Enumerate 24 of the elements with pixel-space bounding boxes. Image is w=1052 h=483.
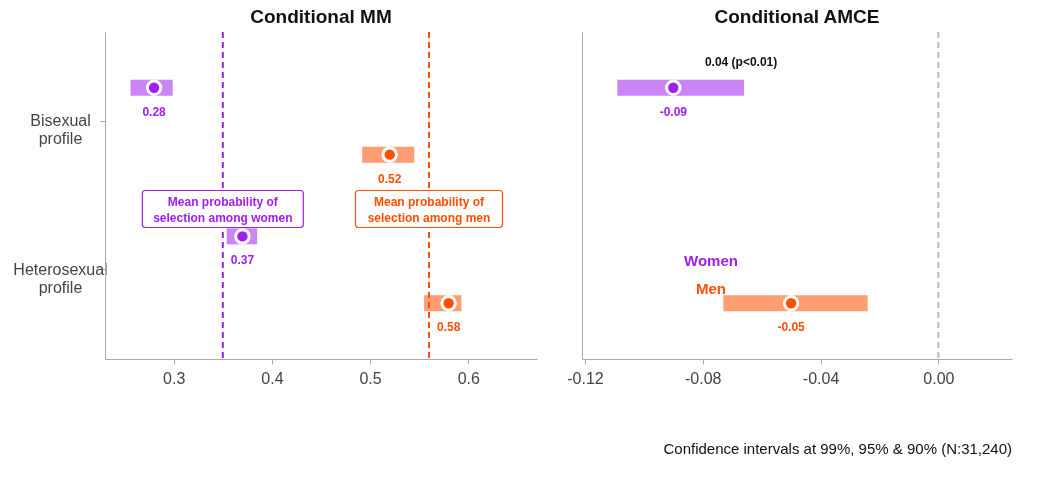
x-tick-label: 0.00: [923, 369, 955, 387]
x-tick-label: 0.3: [163, 369, 186, 387]
x-tick-label: -0.12: [567, 369, 604, 387]
text: Women: [684, 251, 738, 269]
chart-title: Conditional AMCE: [714, 6, 880, 27]
y-tick-label: Bisexual profile: [30, 112, 91, 148]
data-label: -0.05: [777, 320, 806, 335]
data-label: -0.09: [659, 104, 688, 119]
data-label: 0.28: [142, 104, 167, 119]
data-label: 0.58: [436, 320, 461, 335]
annotation: 0.04 (p<0.01): [704, 55, 778, 69]
ref-line-label: Mean probability of selection among women: [153, 194, 293, 225]
y-tick-label: Heterosexual profile: [13, 260, 108, 296]
x-tick-label: 0.5: [359, 369, 382, 387]
x-tick-label: 0.6: [457, 369, 480, 387]
x-tick-label: 0.4: [261, 369, 284, 387]
x-tick-label: -0.04: [802, 369, 840, 387]
x-tick-label: -0.08: [685, 369, 722, 387]
ref-line-label: Mean probability of selection among men: [367, 194, 491, 225]
data-label: 0.52: [378, 171, 402, 186]
text: Men: [696, 279, 726, 297]
chart-title: Conditional MM: [250, 6, 392, 27]
data-label: 0.37: [230, 253, 255, 268]
text: Confidence intervals at 99%, 95% & 90% (N:31,240): [663, 440, 1012, 457]
